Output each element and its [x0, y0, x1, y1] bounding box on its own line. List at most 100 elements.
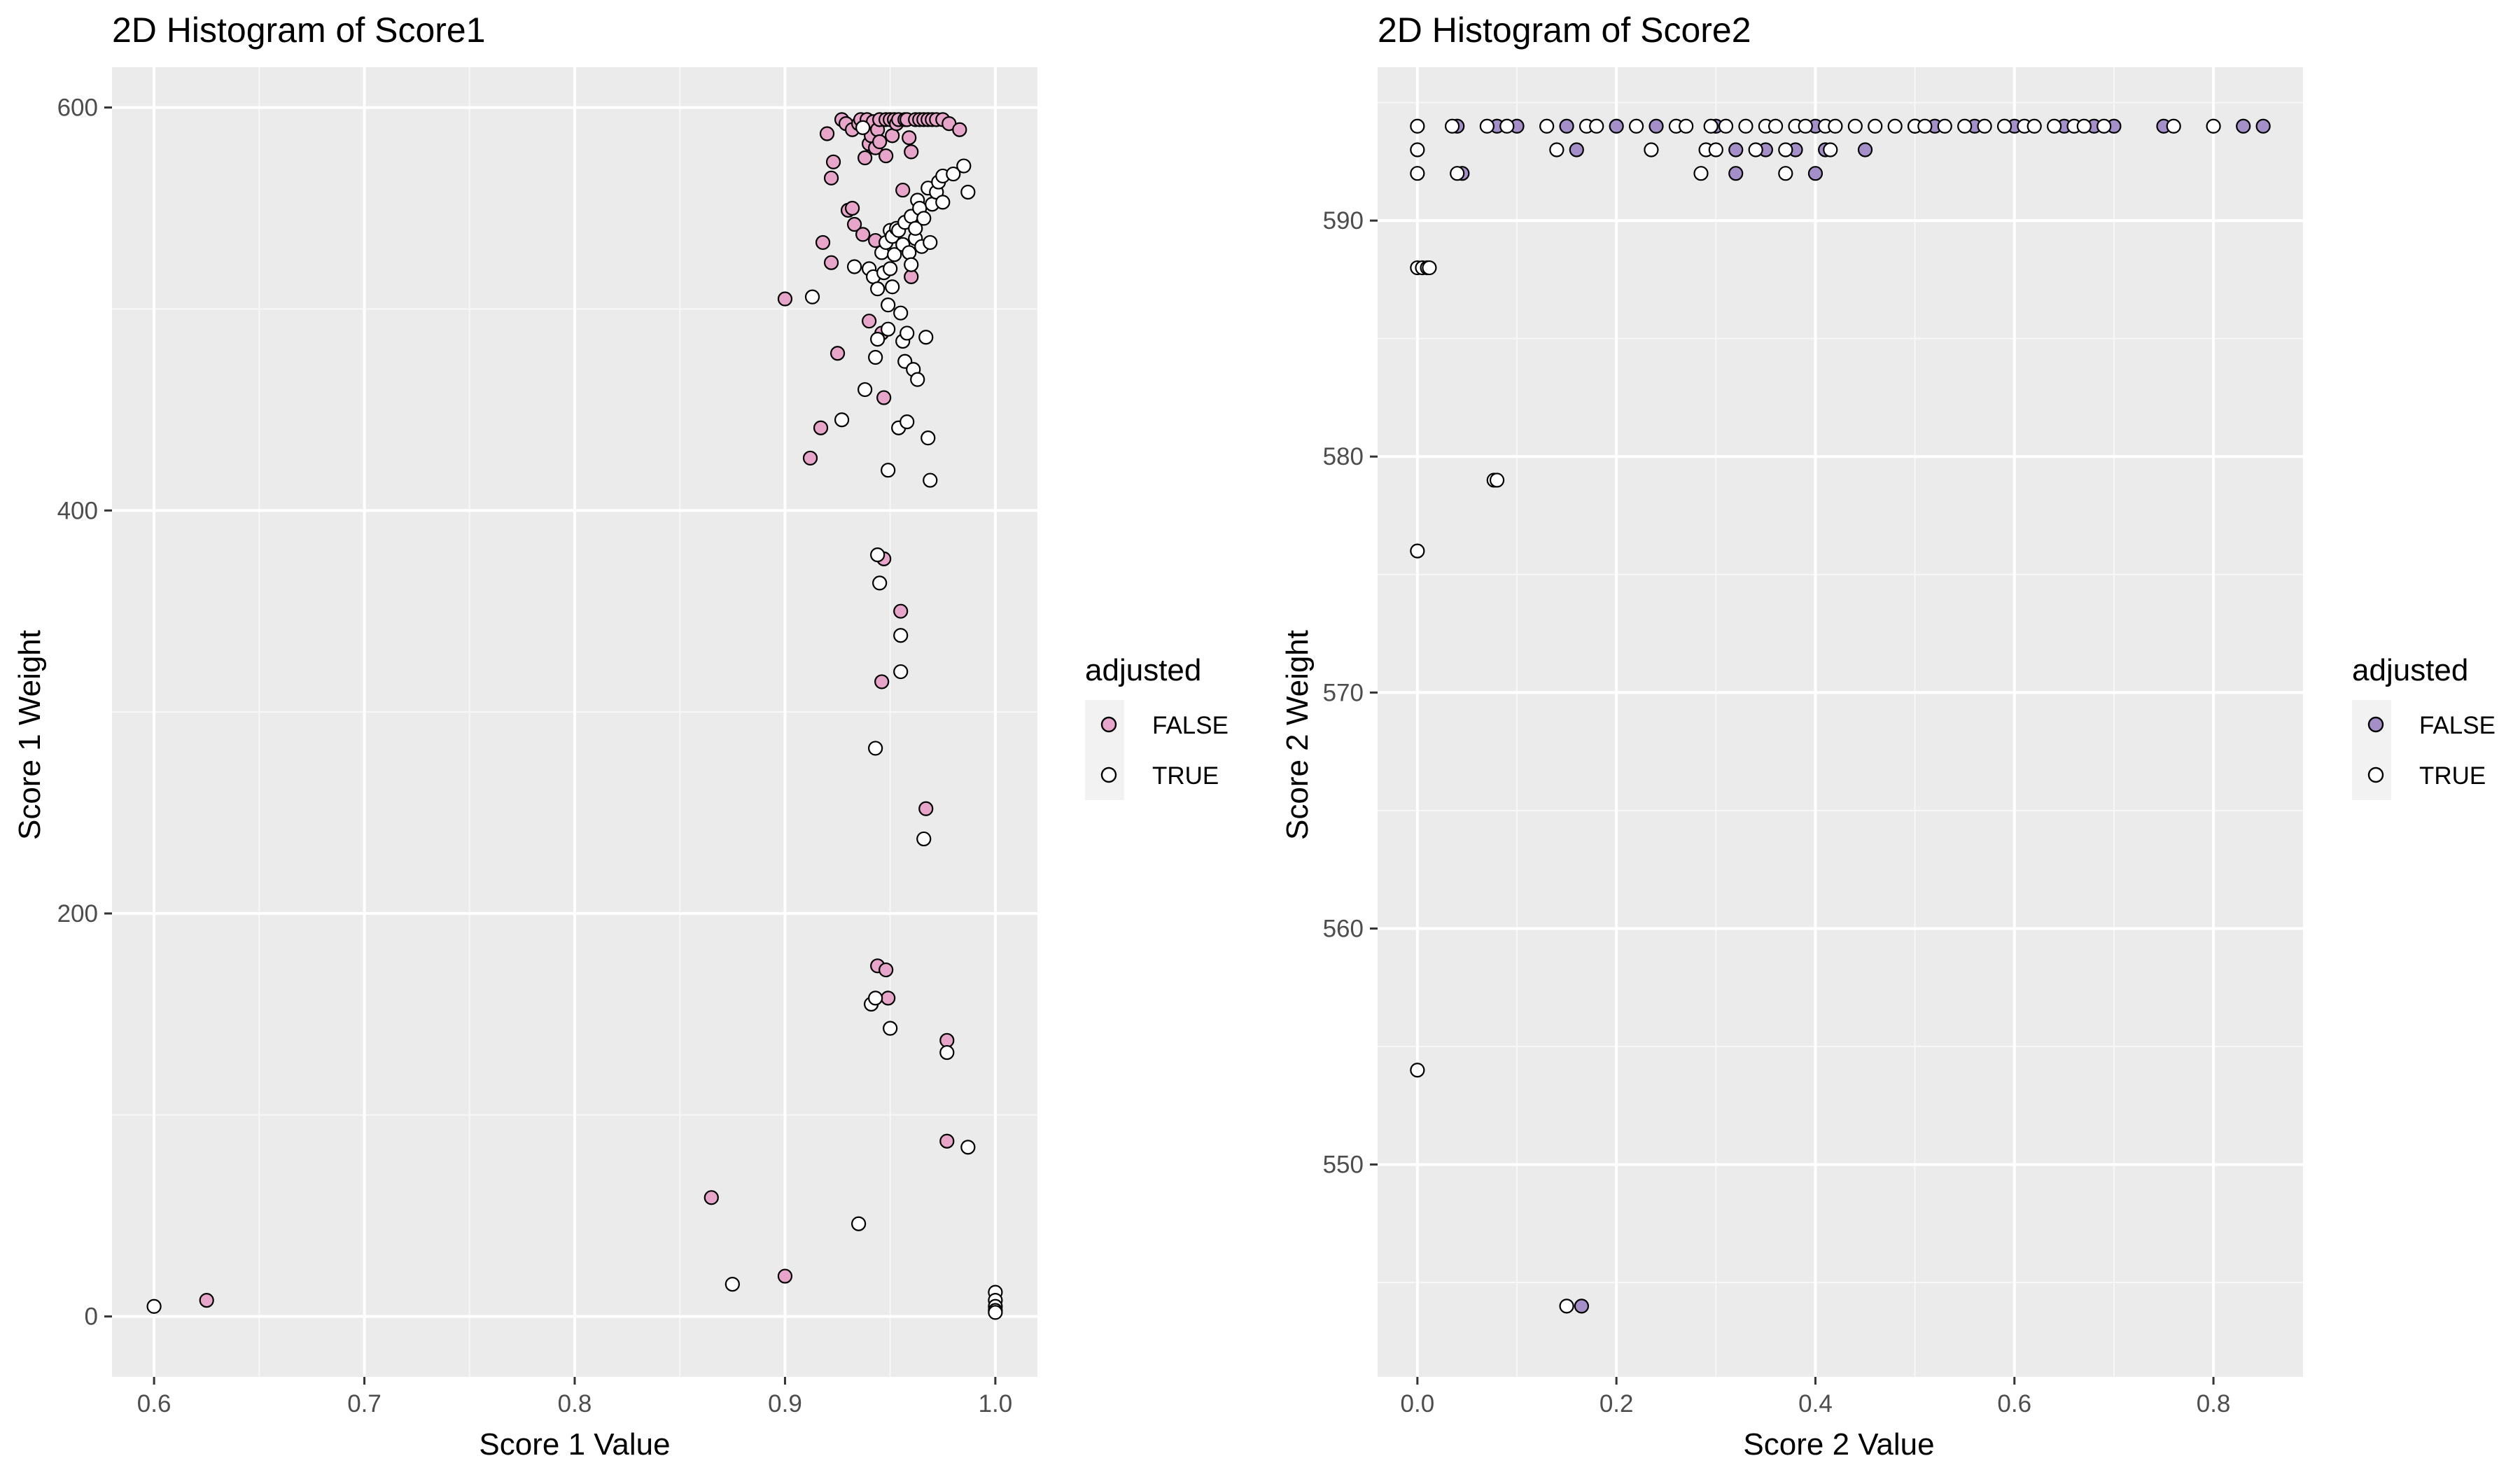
data-point-true [883, 261, 898, 276]
data-point-false [878, 962, 894, 978]
data-point-true [923, 472, 938, 488]
data-point-true [1798, 118, 1813, 134]
x-tick-label: 1.0 [979, 1390, 1013, 1418]
data-point-false [1609, 118, 1624, 134]
score2-legend-true-label: TRUE [2419, 762, 2486, 790]
data-point-true [868, 990, 883, 1006]
data-point-false [939, 1133, 955, 1149]
score2-legend: adjusted FALSE TRUE [2352, 653, 2496, 800]
data-point-true [881, 321, 896, 337]
data-point-true [887, 247, 902, 262]
data-point-false [815, 234, 831, 251]
data-point-false [858, 150, 873, 166]
data-point-true [1499, 118, 1515, 134]
data-point-true [1479, 118, 1494, 134]
score1-ticks: 0.6 0.7 0.8 0.9 1.0 0 200 400 600 [57, 94, 1013, 1418]
data-point-true [910, 372, 925, 387]
y-tick-label: 200 [57, 900, 98, 927]
data-point-false [777, 291, 793, 307]
score1-gridlines [112, 67, 1037, 1377]
data-point-false [823, 170, 839, 186]
data-point-false [952, 122, 967, 137]
data-point-false [1728, 166, 1744, 181]
data-point-true [988, 1305, 1003, 1320]
data-point-true [935, 195, 951, 210]
data-point-false [872, 134, 888, 150]
data-point-true [881, 298, 896, 313]
score2-gridlines [1378, 67, 2303, 1377]
data-point-true [918, 330, 934, 345]
data-point-true [870, 547, 886, 563]
data-point-false [904, 269, 919, 284]
data-point-false [819, 126, 835, 141]
data-point-true [1445, 118, 1460, 134]
data-point-false [876, 390, 892, 405]
data-point-true [1708, 142, 1723, 158]
data-point-true [1628, 118, 1644, 134]
data-point-true [1410, 166, 1425, 181]
data-point-true [923, 234, 938, 251]
data-point-true [1823, 142, 1838, 158]
data-point-false [1574, 1298, 1590, 1314]
data-point-true [916, 831, 932, 847]
score1-legend-false-key [1100, 716, 1117, 733]
data-point-true [1589, 118, 1604, 134]
score2-points [1410, 118, 2271, 1314]
data-point-true [893, 305, 909, 321]
data-point-true [2047, 118, 2062, 134]
data-point-true [1778, 142, 1793, 158]
data-point-false [902, 130, 917, 146]
data-point-false [830, 346, 846, 361]
data-point-false [777, 1268, 793, 1284]
score1-legend-keys-background [1085, 700, 1124, 800]
score2-y-axis-title: Score 2 Weight [1280, 630, 1315, 840]
data-point-true [872, 575, 888, 591]
data-point-true [1450, 166, 1465, 181]
data-point-true [2076, 118, 2092, 134]
data-point-true [1828, 118, 1843, 134]
score2-ticks: 0.0 0.2 0.4 0.6 0.8 550 560 570 580 590 [1323, 207, 2231, 1418]
data-point-true [1679, 118, 1694, 134]
data-point-true [960, 184, 976, 200]
data-point-false [895, 182, 911, 198]
x-tick-label: 0.9 [768, 1390, 802, 1418]
data-point-true [1539, 118, 1555, 134]
x-tick-label: 0.8 [2197, 1390, 2231, 1418]
data-point-true [899, 414, 915, 430]
y-tick-label: 570 [1323, 679, 1364, 706]
data-point-false [1807, 166, 1823, 181]
data-point-false [823, 255, 839, 270]
x-tick-label: 0.6 [1997, 1390, 2031, 1418]
score1-legend-true-key [1100, 766, 1117, 783]
y-tick-label: 0 [85, 1303, 98, 1331]
x-tick-label: 0.2 [1600, 1390, 1634, 1418]
data-point-true [2026, 118, 2042, 134]
data-point-true [847, 259, 862, 274]
data-point-false [2236, 118, 2251, 134]
score1-legend-true-label: TRUE [1152, 762, 1219, 790]
data-point-true [2096, 118, 2112, 134]
data-point-true [146, 1298, 162, 1314]
data-point-true [2206, 118, 2221, 134]
score1-title: 2D Histogram of Score1 [112, 10, 486, 50]
data-point-true [1868, 118, 1883, 134]
data-point-false [878, 148, 894, 164]
data-point-true [1847, 118, 1863, 134]
data-point-true [868, 741, 883, 756]
data-point-true [1718, 118, 1734, 134]
data-point-true [899, 326, 915, 341]
data-point-false [1728, 142, 1744, 158]
data-point-true [1937, 118, 1952, 134]
data-point-true [2166, 118, 2181, 134]
score2-title: 2D Histogram of Score2 [1378, 10, 1751, 50]
data-point-false [813, 420, 829, 435]
data-point-true [946, 166, 961, 182]
data-point-true [1957, 118, 1973, 134]
data-point-true [855, 120, 871, 135]
data-point-true [1748, 142, 1763, 158]
score1-x-axis-title: Score 1 Value [479, 1427, 670, 1462]
y-tick-label: 580 [1323, 443, 1364, 470]
score1-y-axis-title: Score 1 Weight [13, 630, 47, 840]
